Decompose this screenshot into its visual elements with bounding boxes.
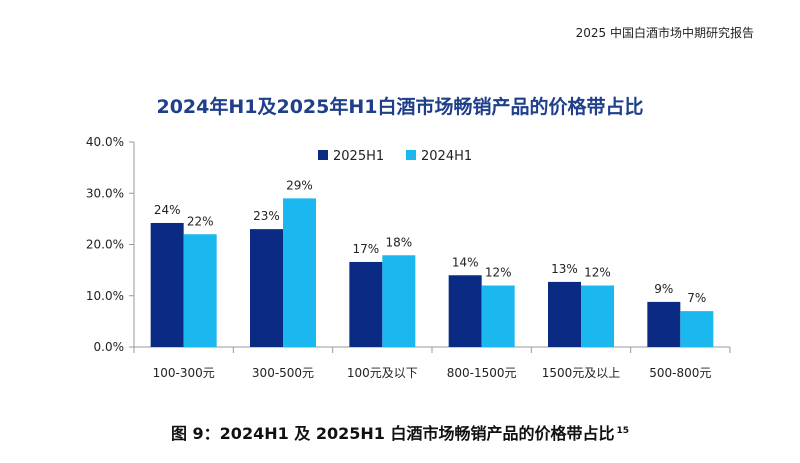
bar-2025H1 xyxy=(448,275,482,347)
data-label: 14% xyxy=(452,255,479,269)
bar-2025H1 xyxy=(349,261,383,347)
legend-swatch xyxy=(406,150,416,160)
data-label: 7% xyxy=(687,291,706,305)
data-label: 22% xyxy=(187,214,214,228)
data-label: 18% xyxy=(385,235,412,249)
bar-2024H1 xyxy=(581,285,614,347)
bar-2024H1 xyxy=(680,311,714,347)
bar-2025H1 xyxy=(647,301,681,347)
data-label: 12% xyxy=(584,266,611,280)
x-tick-label: 100元及以下 xyxy=(347,366,418,380)
footnote-mark: 15 xyxy=(616,425,630,436)
y-tick-label: 0.0% xyxy=(94,340,125,354)
data-label: 13% xyxy=(551,262,578,276)
legend-swatch xyxy=(318,150,328,160)
data-label: 17% xyxy=(352,242,379,256)
legend-label: 2024H1 xyxy=(421,149,472,164)
data-label: 24% xyxy=(154,203,181,217)
caption-text: 图 9：2024H1 及 2025H1 白酒市场畅销产品的价格带占比 xyxy=(170,424,615,443)
y-tick-label: 20.0% xyxy=(86,238,124,252)
bar-2025H1 xyxy=(548,281,581,347)
figure-caption: 图 9：2024H1 及 2025H1 白酒市场畅销产品的价格带占比 15 xyxy=(0,420,800,444)
data-label: 23% xyxy=(253,209,280,223)
legend-label: 2025H1 xyxy=(333,149,384,164)
data-label: 29% xyxy=(286,178,313,192)
y-tick-label: 30.0% xyxy=(86,186,124,200)
chart-title: 2024年H1及2025年H1白酒市场畅销产品的价格带占比 xyxy=(156,96,644,118)
x-tick-label: 500-800元 xyxy=(649,366,711,380)
y-tick-label: 10.0% xyxy=(86,289,124,303)
bar-2024H1 xyxy=(183,234,217,347)
bar-2024H1 xyxy=(382,255,416,347)
bar-2025H1 xyxy=(250,229,283,347)
data-label: 9% xyxy=(654,282,673,296)
bar-2024H1 xyxy=(481,285,515,347)
x-tick-label: 100-300元 xyxy=(153,366,215,380)
x-tick-label: 1500元及以上 xyxy=(542,366,621,380)
x-tick-label: 800-1500元 xyxy=(447,366,517,380)
report-header: 2025 中国白酒市场中期研究报告 xyxy=(575,26,754,40)
bar-2025H1 xyxy=(150,222,184,347)
x-tick-label: 300-500元 xyxy=(252,366,314,380)
data-label: 12% xyxy=(485,266,512,280)
y-tick-label: 40.0% xyxy=(86,135,124,149)
bar-2024H1 xyxy=(283,198,316,347)
